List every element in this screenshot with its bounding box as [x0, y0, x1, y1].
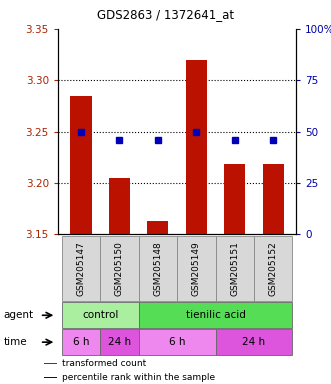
Text: percentile rank within the sample: percentile rank within the sample [62, 373, 215, 382]
Bar [262, 164, 284, 234]
Bar [139, 236, 177, 301]
Text: GSM205149: GSM205149 [192, 242, 201, 296]
Text: GSM205147: GSM205147 [76, 242, 85, 296]
Bar [177, 236, 215, 301]
Bar [139, 302, 292, 328]
Text: 24 h: 24 h [108, 337, 131, 347]
Bar [71, 96, 92, 234]
Bar [215, 329, 292, 355]
Bar [215, 236, 254, 301]
Text: GSM205151: GSM205151 [230, 242, 239, 296]
Bar [147, 221, 168, 234]
Bar [100, 329, 139, 355]
Text: 6 h: 6 h [73, 337, 89, 347]
Text: transformed count: transformed count [62, 359, 146, 368]
Text: tienilic acid: tienilic acid [186, 310, 246, 320]
Text: 24 h: 24 h [242, 337, 265, 347]
Text: time: time [3, 337, 27, 347]
Text: agent: agent [3, 310, 33, 320]
Text: GSM205152: GSM205152 [269, 242, 278, 296]
Bar [186, 60, 207, 234]
Bar [109, 178, 130, 234]
Bar [62, 236, 100, 301]
Bar [254, 236, 292, 301]
Bar [44, 362, 57, 364]
Text: control: control [82, 310, 118, 320]
Bar [44, 377, 57, 378]
Bar [62, 302, 139, 328]
Text: 6 h: 6 h [169, 337, 185, 347]
Bar [139, 329, 215, 355]
Text: GSM205148: GSM205148 [153, 242, 163, 296]
Text: GDS2863 / 1372641_at: GDS2863 / 1372641_at [97, 8, 234, 21]
Bar [224, 164, 245, 234]
Text: GSM205150: GSM205150 [115, 242, 124, 296]
Bar [62, 329, 100, 355]
Bar [100, 236, 139, 301]
